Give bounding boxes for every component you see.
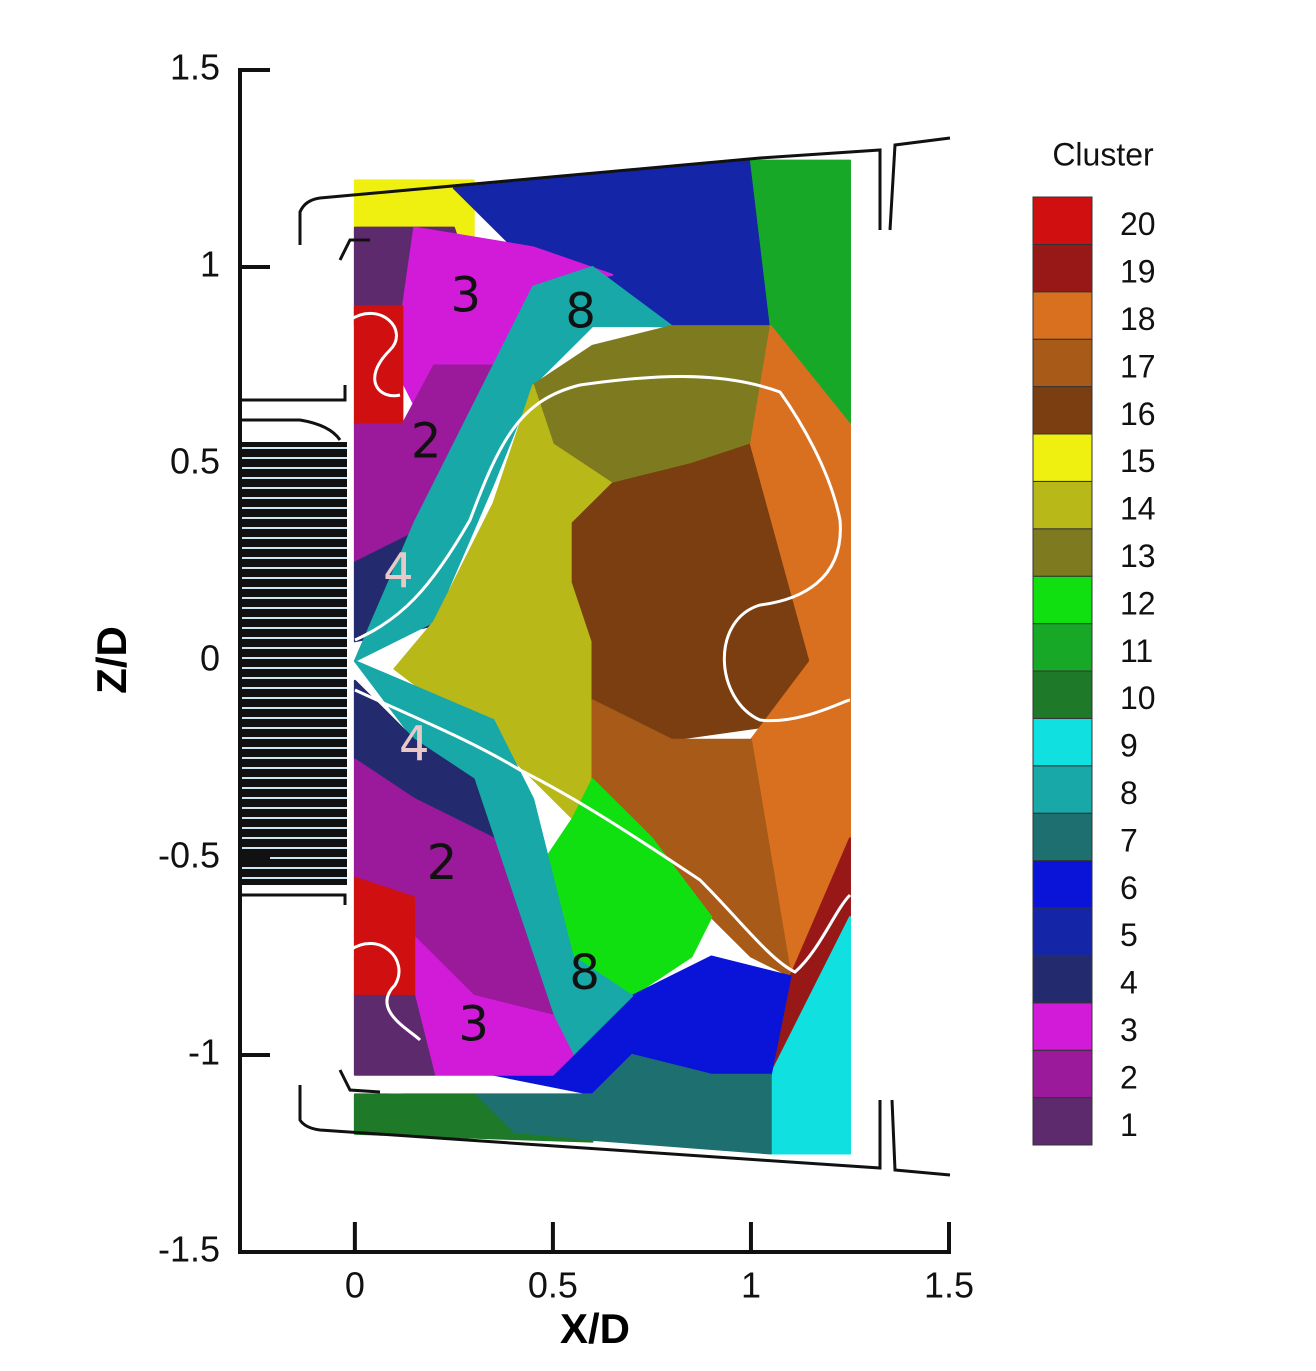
legend-label: 8: [1120, 775, 1138, 811]
legend-swatch: [1032, 765, 1093, 814]
hatched-inlet: [240, 442, 347, 885]
region-annotation: 3: [450, 268, 481, 324]
legend-swatch: [1032, 860, 1093, 909]
y-axis-title: Z/D: [88, 626, 135, 694]
legend-label: 7: [1120, 822, 1138, 858]
legend-swatch: [1032, 1002, 1093, 1051]
legend-swatch: [1032, 575, 1093, 625]
x-tick-label: 1: [741, 1265, 761, 1306]
x-tick-label: 1.5: [924, 1265, 974, 1306]
legend-swatch: [1032, 717, 1093, 767]
y-tick-label: -1.5: [158, 1229, 220, 1270]
legend-swatch: [1032, 670, 1093, 719]
region-annotation: 8: [565, 283, 596, 339]
legend-label: 2: [1120, 1059, 1138, 1095]
region-annotation: 2: [427, 835, 458, 891]
flow-outlines: [349, 312, 852, 1094]
legend-swatch: [1032, 243, 1093, 293]
legend-label: 9: [1120, 728, 1138, 764]
legend-swatch: [1032, 1097, 1093, 1146]
y-tick-label: -1: [188, 1032, 220, 1073]
legend-title: Cluster: [1052, 136, 1154, 172]
region-annotation: 2: [411, 413, 442, 469]
y-tick-label: 0.5: [170, 441, 220, 482]
annotations: 3 8 2 4 4 2 8 3: [383, 268, 600, 1053]
legend-swatch: [1032, 623, 1093, 672]
x-tick-label: 0: [345, 1265, 365, 1306]
legend-label: 16: [1120, 396, 1156, 432]
legend-label: 19: [1120, 254, 1156, 290]
region-annotation: 8: [569, 945, 600, 1001]
legend-label: 4: [1120, 965, 1138, 1001]
cluster-regions: [353, 159, 851, 1155]
legend-label: 14: [1120, 491, 1156, 527]
x-tick-label: 0.5: [528, 1265, 578, 1306]
legend-swatch: [1032, 528, 1093, 577]
legend-swatch: [1032, 386, 1093, 435]
region-annotation: 4: [399, 717, 430, 773]
legend-swatch: [1032, 338, 1093, 388]
legend-label: 5: [1120, 917, 1138, 953]
legend-swatch: [1032, 480, 1093, 530]
legend-label: 1: [1120, 1107, 1138, 1143]
legend-label: 6: [1120, 870, 1138, 906]
legend-label: 15: [1120, 443, 1156, 479]
legend-swatch: [1032, 907, 1093, 956]
legend-swatch: [1032, 196, 1093, 245]
legend-label: 17: [1120, 348, 1156, 384]
region-annotation: 4: [383, 543, 414, 599]
legend-swatch: [1032, 291, 1093, 340]
y-tick-label: 1: [200, 244, 220, 285]
x-axis-title: X/D: [560, 1305, 630, 1352]
legend-swatch: [1032, 954, 1093, 1004]
legend-swatch: [1032, 433, 1093, 482]
legend-swatch: [1032, 1049, 1093, 1099]
region-annotation: 3: [458, 996, 489, 1052]
axes: -1.5 -1 -0.5 0 0.5 1 1.5 0 0.5 1 1.5: [158, 47, 974, 1306]
legend-label: 20: [1120, 206, 1156, 242]
legend-label: 3: [1120, 1012, 1138, 1048]
y-tick-label: 0: [200, 638, 220, 679]
cluster-region: [353, 994, 436, 1076]
y-tick-label: 1.5: [170, 47, 220, 88]
cluster-region: [353, 876, 416, 997]
legend-label: 11: [1120, 633, 1153, 669]
legend-swatch: [1032, 812, 1093, 862]
y-tick-label: -0.5: [158, 835, 220, 876]
legend-label: 13: [1120, 538, 1156, 574]
cluster-region: [769, 916, 851, 1155]
cluster-region: [353, 1093, 594, 1143]
legend-label: 18: [1120, 301, 1156, 337]
legend-label: 10: [1120, 680, 1156, 716]
legend-label: 12: [1120, 585, 1156, 621]
